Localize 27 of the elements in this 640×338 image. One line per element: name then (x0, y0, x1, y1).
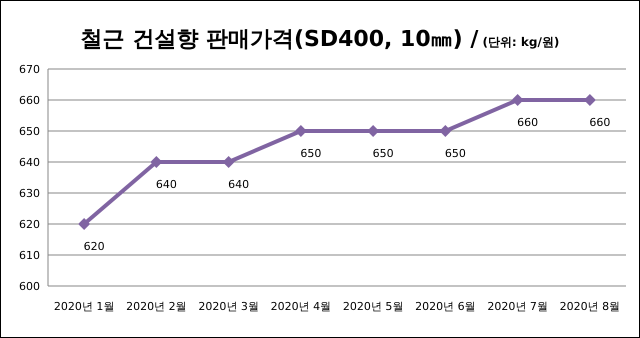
chart-subtitle: (단위: kg/원) (482, 35, 560, 49)
x-tick-label: 2020년 3월 (198, 300, 259, 313)
y-tick-label: 650 (19, 125, 40, 138)
point (78, 218, 90, 230)
x-tick-label: 2020년 2월 (126, 300, 187, 313)
data-label: 640 (228, 178, 250, 191)
y-tick-label: 610 (19, 249, 40, 262)
x-tick-label: 2020년 1월 (54, 300, 114, 313)
chart-title: 철근 건설향 판매가격(SD400, 10㎜) / (80, 27, 480, 52)
y-tick-label: 620 (19, 218, 40, 231)
y-tick-label: 630 (19, 187, 40, 200)
data-label: 660 (517, 116, 538, 129)
x-tick-label: 2020년 4월 (270, 300, 332, 313)
y-tick-label: 640 (19, 156, 40, 169)
data-label: 620 (84, 240, 105, 253)
data-label: 650 (300, 147, 322, 160)
data-label: 640 (156, 178, 177, 191)
x-tick-label: 2020년 5월 (342, 300, 404, 313)
data-label: 660 (589, 116, 610, 129)
data-label: 650 (444, 147, 466, 160)
data-label: 650 (372, 147, 394, 160)
y-tick-label: 600 (19, 280, 40, 293)
x-tick-label: 2020년 6월 (415, 300, 476, 313)
y-tick-label: 660 (19, 94, 40, 107)
x-tick-label: 2020년 8월 (560, 300, 620, 313)
x-tick-label: 2020년 7월 (487, 300, 548, 313)
y-tick-label: 670 (19, 63, 40, 76)
